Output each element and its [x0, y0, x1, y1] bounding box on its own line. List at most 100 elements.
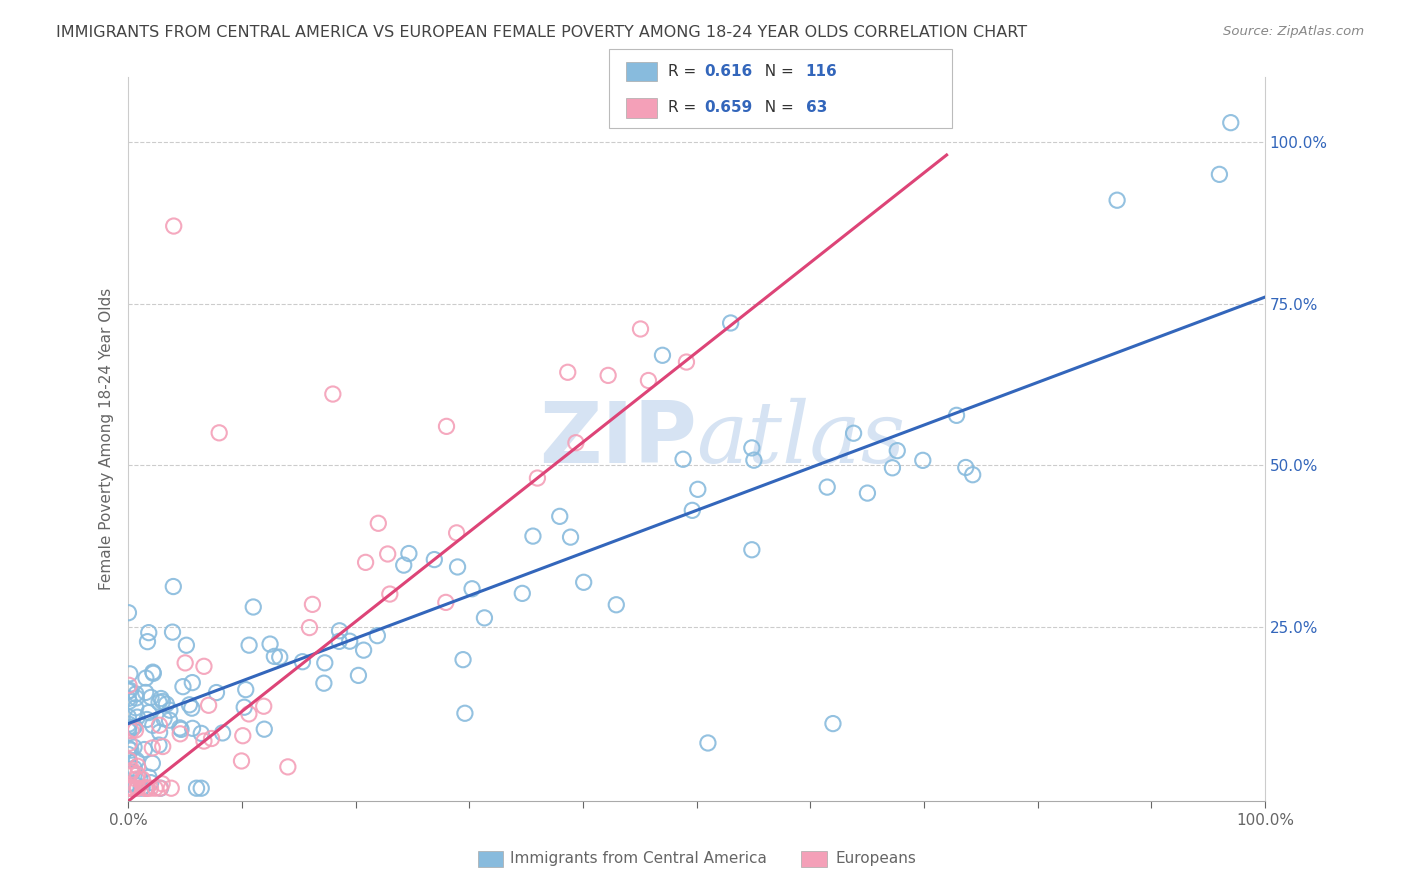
Point: [398, 547, 420, 561]
Point: [118, 683, 141, 698]
Point: [125, 772, 148, 786]
Point: [328, 634, 350, 648]
Point: [193, 734, 215, 748]
Point: [169, 727, 191, 741]
Text: ZIP: ZIP: [538, 398, 696, 481]
Point: [135, 781, 157, 796]
Point: [141, 741, 163, 756]
Point: [159, 713, 181, 727]
Point: [314, 656, 336, 670]
Point: [301, 598, 323, 612]
Point: [675, 355, 697, 369]
Point: [121, 763, 143, 777]
Point: [945, 409, 967, 423]
Point: [169, 721, 191, 735]
Point: [122, 781, 145, 796]
Point: [955, 460, 977, 475]
Point: [347, 668, 370, 682]
Text: Source: ZipAtlas.com: Source: ZipAtlas.com: [1223, 25, 1364, 38]
Point: [117, 781, 139, 796]
Point: [170, 723, 193, 737]
Point: [160, 781, 183, 796]
Point: [180, 701, 202, 715]
Point: [181, 722, 204, 736]
Point: [134, 742, 156, 756]
Point: [741, 441, 763, 455]
Point: [135, 713, 157, 727]
Point: [454, 706, 477, 721]
Point: [263, 649, 285, 664]
Point: [148, 695, 170, 709]
Point: [1107, 193, 1129, 207]
Point: [117, 684, 139, 698]
Point: [474, 611, 496, 625]
Point: [136, 781, 159, 796]
Point: [152, 739, 174, 754]
Point: [148, 718, 170, 732]
Point: [127, 710, 149, 724]
Point: [149, 781, 172, 796]
Point: [120, 743, 142, 757]
Point: [1208, 167, 1230, 181]
Point: [131, 780, 153, 795]
Point: [117, 741, 139, 756]
Text: R =: R =: [668, 101, 702, 115]
Point: [815, 480, 838, 494]
Point: [155, 697, 177, 711]
Point: [510, 586, 533, 600]
Point: [886, 443, 908, 458]
Point: [377, 547, 399, 561]
Point: [120, 781, 142, 796]
Point: [367, 516, 389, 531]
Point: [205, 685, 228, 699]
Point: [121, 781, 143, 796]
Text: 0.616: 0.616: [704, 64, 752, 78]
Point: [242, 599, 264, 614]
Point: [238, 706, 260, 721]
Point: [259, 637, 281, 651]
Point: [142, 666, 165, 681]
Point: [172, 680, 194, 694]
Point: [548, 509, 571, 524]
Point: [720, 316, 742, 330]
Point: [118, 717, 141, 731]
Point: [117, 723, 139, 738]
Point: [339, 634, 361, 648]
Text: R =: R =: [668, 64, 702, 78]
Point: [526, 471, 548, 485]
Point: [436, 419, 458, 434]
Point: [135, 685, 157, 699]
Point: [117, 606, 139, 620]
Point: [127, 768, 149, 782]
Point: [232, 729, 254, 743]
Point: [128, 772, 150, 786]
Point: [176, 638, 198, 652]
Point: [125, 700, 148, 714]
Point: [134, 781, 156, 796]
Point: [392, 558, 415, 573]
Point: [821, 716, 844, 731]
Point: [200, 731, 222, 746]
Point: [118, 781, 141, 796]
Point: [560, 530, 582, 544]
Point: [328, 624, 350, 638]
Point: [152, 694, 174, 708]
Point: [378, 587, 401, 601]
Text: N =: N =: [755, 64, 799, 78]
Point: [672, 452, 695, 467]
Point: [434, 595, 457, 609]
Point: [118, 736, 141, 750]
Point: [742, 453, 765, 467]
Point: [354, 555, 377, 569]
Point: [962, 467, 984, 482]
Point: [630, 322, 652, 336]
Point: [253, 722, 276, 736]
Point: [139, 775, 162, 789]
Point: [121, 764, 143, 779]
Point: [598, 368, 620, 383]
Point: [139, 781, 162, 796]
Point: [120, 765, 142, 780]
Point: [124, 723, 146, 737]
Point: [139, 690, 162, 705]
Point: [637, 374, 659, 388]
